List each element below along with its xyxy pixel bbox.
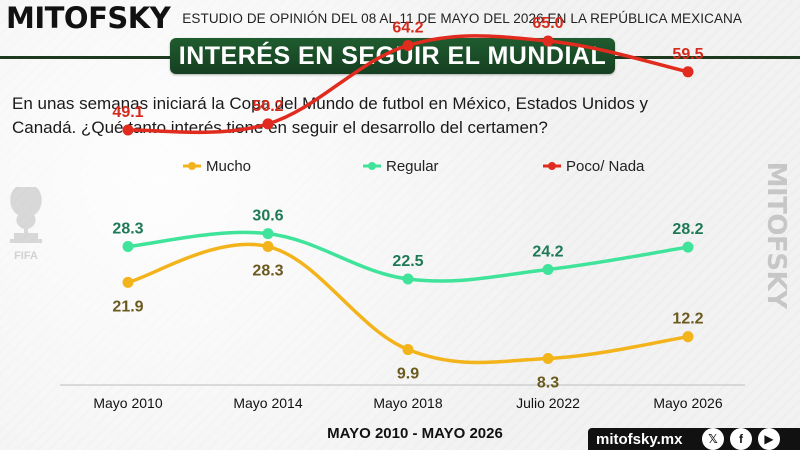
x-tick-label: Julio 2022 xyxy=(516,395,580,411)
footer-url-link[interactable]: mitofsky.mx xyxy=(596,430,683,448)
data-label: 24.2 xyxy=(532,243,563,260)
data-label: 28.3 xyxy=(252,263,283,280)
data-label: 22.5 xyxy=(392,253,423,270)
youtube-icon[interactable]: ▶ xyxy=(758,428,780,450)
data-point xyxy=(402,273,414,285)
data-point xyxy=(402,344,414,356)
data-label: 12.2 xyxy=(672,311,703,328)
data-label: 50.2 xyxy=(252,98,283,115)
title-band: INTERÉS EN SEGUIR EL MUNDIAL xyxy=(0,36,800,78)
question-text: En unas semanas iniciará la Copa del Mun… xyxy=(12,94,648,137)
legend-label: Regular xyxy=(386,158,439,175)
data-point xyxy=(262,228,274,240)
data-point xyxy=(122,124,134,136)
survey-line: ESTUDIO DE OPINIÓN DEL 08 AL 11 DE MAYO … xyxy=(182,10,743,26)
data-point xyxy=(542,263,554,275)
data-label: 28.3 xyxy=(112,221,143,238)
legend-marker xyxy=(548,162,556,170)
data-point xyxy=(262,118,274,130)
data-label: 30.6 xyxy=(252,208,283,225)
footer-bar: mitofsky.mx 𝕏 f ▶ xyxy=(588,428,800,450)
data-point xyxy=(122,276,134,288)
data-point xyxy=(262,241,274,253)
data-point xyxy=(682,241,694,253)
data-label: 28.2 xyxy=(672,221,703,238)
data-label: 49.1 xyxy=(112,104,143,121)
data-point xyxy=(682,331,694,343)
data-label: 8.3 xyxy=(537,375,559,392)
data-point xyxy=(682,66,694,78)
data-point xyxy=(122,241,134,253)
x-tick-label: Mayo 2018 xyxy=(373,395,442,411)
data-label: 59.5 xyxy=(672,46,703,63)
data-point xyxy=(542,35,554,47)
data-point xyxy=(402,39,414,51)
period-label: MAYO 2010 - MAYO 2026 xyxy=(327,425,503,442)
x-tick-label: Mayo 2010 xyxy=(93,395,162,411)
top-bar: MITOFSKY ESTUDIO DE OPINIÓN DEL 08 AL 11… xyxy=(0,0,800,36)
legend-label: Poco/ Nada xyxy=(566,158,645,175)
x-tick-label: Mayo 2026 xyxy=(653,395,722,411)
data-label: 65.0 xyxy=(532,15,563,32)
data-label: 21.9 xyxy=(112,298,143,315)
x-icon[interactable]: 𝕏 xyxy=(702,428,724,450)
fifa-text: FIFA xyxy=(14,250,38,262)
fifa-trophy-icon: FIFA xyxy=(10,187,42,262)
data-point xyxy=(542,353,554,365)
legend-marker xyxy=(368,162,376,170)
data-label: 9.9 xyxy=(397,366,419,383)
data-label: 64.2 xyxy=(392,19,423,36)
brand-logo: MITOFSKY xyxy=(6,1,171,35)
page-title: INTERÉS EN SEGUIR EL MUNDIAL xyxy=(170,38,615,74)
facebook-icon[interactable]: f xyxy=(730,428,752,450)
x-tick-label: Mayo 2014 xyxy=(233,395,302,411)
legend-label: Mucho xyxy=(206,158,251,175)
legend-marker xyxy=(188,162,196,170)
